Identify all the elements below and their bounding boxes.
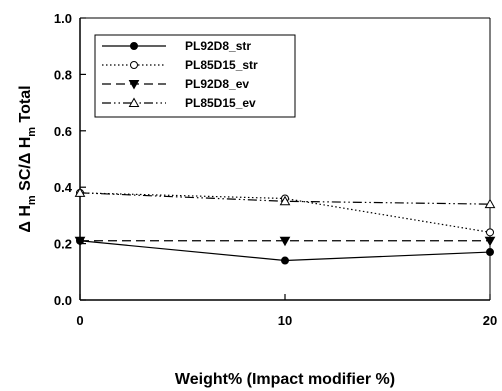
x-tick-label: 10 (278, 313, 292, 328)
series-PL85D15_ev (74, 187, 496, 209)
y-tick-label: 0.8 (54, 67, 72, 82)
y-tick-label: 0.0 (54, 293, 72, 308)
x-axis-title: Weight% (Impact modifier %) (175, 371, 395, 388)
y-tick-label: 1.0 (54, 11, 72, 26)
legend-marker (128, 80, 140, 90)
y-tick-label: 0.4 (54, 180, 73, 195)
data-point (74, 187, 86, 197)
data-point (484, 198, 496, 209)
y-axis-title-sub-1: m (26, 195, 38, 205)
legend-marker (130, 42, 138, 50)
series-PL92D8_ev (74, 236, 496, 247)
legend-marker (128, 97, 140, 107)
y-tick-label: 0.6 (54, 124, 72, 139)
y-axis-title-part-1: Δ H (17, 205, 34, 233)
y-axis-title-part-2: SC/Δ H (17, 137, 34, 196)
legend-item: PL85D15_str (102, 58, 258, 72)
x-tick-label: 0 (76, 313, 83, 328)
legend-label: PL85D15_ev (185, 96, 256, 110)
y-axis-title: Δ Hm SC/Δ Hm Total (17, 85, 38, 232)
legend-label: PL92D8_str (185, 39, 251, 53)
x-tick-label: 20 (483, 313, 497, 328)
legend-marker (130, 61, 138, 69)
y-tick-label: 0.2 (54, 237, 72, 252)
data-point (281, 256, 289, 265)
data-point (486, 228, 494, 237)
series-PL92D8_str (76, 236, 494, 265)
legend-item: PL92D8_ev (102, 77, 249, 91)
data-point (486, 248, 494, 257)
legend: PL92D8_str PL85D15_str PL92D8_ev PL85D15_ev (94, 34, 296, 118)
data-point (279, 236, 291, 247)
legend-item: PL92D8_str (102, 39, 251, 53)
y-axis-title-sub-2: m (26, 127, 38, 137)
legend-item: PL85D15_ev (102, 96, 256, 110)
series-line (79, 192, 491, 205)
data-point (484, 236, 496, 247)
data-point (279, 195, 291, 206)
y-axis-title-part-3: Total (17, 85, 34, 126)
legend-label: PL92D8_ev (185, 77, 249, 91)
data-point (74, 236, 86, 247)
legend-label: PL85D15_str (185, 58, 258, 72)
